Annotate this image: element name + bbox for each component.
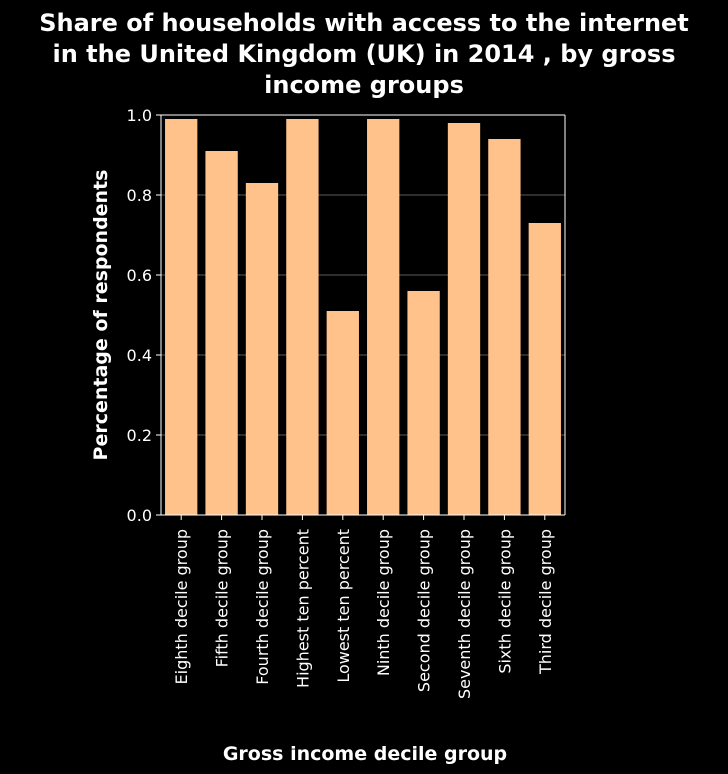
y-tick-label: 0.4 (127, 346, 152, 365)
x-tick-label: Fourth decile group (253, 529, 272, 685)
bar-eighth-decile-group (165, 119, 198, 515)
bar-ninth-decile-group (367, 119, 400, 515)
y-tick-label: 0.2 (127, 426, 152, 445)
bar-fourth-decile-group (245, 183, 279, 515)
x-tick-label: Ninth decile group (374, 529, 393, 676)
x-tick-label: Sixth decile group (495, 529, 514, 674)
x-axis-label: Gross income decile group (223, 743, 507, 765)
x-tick-label: Seventh decile group (455, 529, 474, 699)
x-tick-labels: Eighth decile group Fifth decile group Fou… (172, 529, 555, 699)
chart-title-line-3: income groups (264, 71, 464, 99)
x-tick-label: Lowest ten percent (334, 529, 353, 683)
x-tick-label: Third decile group (536, 529, 555, 675)
x-tick-label: Eighth decile group (172, 529, 191, 684)
bar-sixth-decile-group (488, 139, 521, 515)
chart-title-line-1: Share of households with access to the i… (39, 9, 689, 37)
plot-area: 0.0 0.2 0.4 0.6 0.8 1.0 Eighth decile group Fi… (127, 106, 566, 699)
axes (156, 114, 566, 520)
y-axis-label: Percentage of respondents (90, 170, 112, 461)
y-tick-label: 0.8 (127, 186, 152, 205)
x-tick-label: Fifth decile group (213, 529, 232, 667)
x-tick-label: Highest ten percent (293, 529, 312, 688)
bar-lowest-ten-percent (326, 311, 359, 515)
bar-seventh-decile-group (447, 123, 481, 515)
y-tick-labels: 0.0 0.2 0.4 0.6 0.8 1.0 (127, 106, 152, 525)
bar-highest-ten-percent (286, 119, 319, 515)
bar-second-decile-group (407, 291, 440, 515)
y-tick-label: 0.6 (127, 266, 152, 285)
bar-fifth-decile-group (205, 151, 238, 515)
chart-title: Share of households with access to the i… (39, 9, 689, 99)
x-tick-label: Second decile group (415, 529, 434, 692)
bars (165, 119, 561, 515)
y-tick-label: 1.0 (127, 106, 152, 125)
chart-title-line-2: in the United Kingdom (UK) in 2014 , by … (53, 40, 676, 68)
y-tick-label: 0.0 (127, 506, 152, 525)
bar-third-decile-group (528, 223, 561, 515)
